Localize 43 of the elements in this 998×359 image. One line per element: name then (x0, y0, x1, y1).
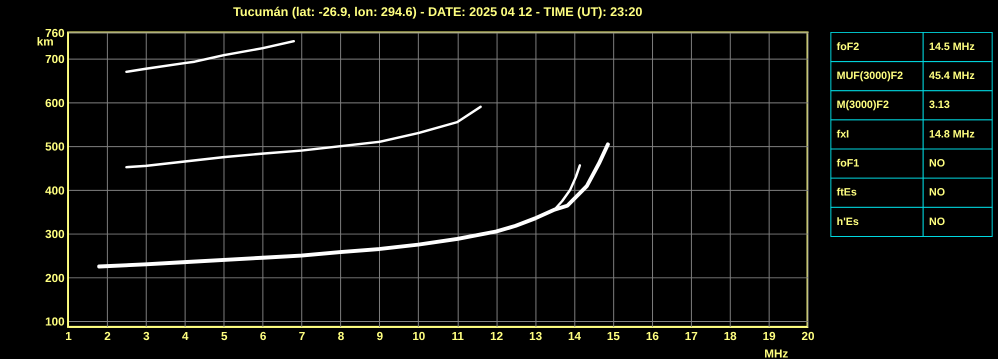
x-tick-label: 9 (376, 330, 384, 343)
text: 14.5 MHz (929, 40, 975, 53)
x-tick-label: 12 (490, 330, 504, 343)
y-tick-label: 600 (45, 96, 65, 110)
x-tick-label: 7 (298, 330, 306, 343)
text: foF2 (836, 40, 860, 53)
y-tick-label: 300 (45, 228, 65, 242)
text: fxI (836, 128, 850, 140)
x-tick-label: 6 (260, 330, 267, 343)
x-tick-label: 13 (529, 330, 543, 343)
text: 3.13 (929, 99, 950, 112)
text: 14.8 MHz (929, 128, 975, 140)
x-tick-label: 3 (143, 330, 150, 343)
x-tick-label: 11 (452, 330, 464, 343)
y-tick-label: 200 (45, 272, 65, 285)
x-tick-label: 20 (802, 330, 815, 343)
x-tick-label: 1 (65, 330, 72, 343)
text: ftEs (836, 186, 857, 199)
x-tick-label: 17 (684, 330, 698, 343)
text: NO (929, 216, 946, 228)
x-tick-label: 16 (646, 330, 660, 343)
chart-title: Tucumán (lat: -26.9, lon: 294.6) - DATE: 2025 04 12 - TIME (UT): 23:20 (233, 4, 642, 19)
x-tick-label: 8 (338, 330, 345, 343)
x-tick-label: 5 (220, 330, 228, 343)
x-tick-label: 10 (412, 330, 426, 343)
x-tick-label: 4 (182, 330, 190, 343)
text: NO (929, 186, 946, 199)
y-tick-label: 500 (45, 140, 65, 154)
x-axis-title: MHz (764, 347, 788, 359)
x-tick-label: 2 (104, 330, 112, 343)
text: foF1 (836, 158, 860, 170)
text: NO (929, 158, 946, 170)
y-tick-label: 400 (45, 184, 65, 198)
x-tick-label: 14 (568, 330, 582, 343)
text: M(3000)F2 (836, 99, 889, 112)
x-tick-label: 18 (724, 330, 738, 343)
y-tick-label: 700 (45, 53, 65, 66)
text: MUF(3000)F2 (836, 70, 904, 82)
y-tick-label: 100 (45, 316, 65, 329)
text: 45.4 MHz (929, 70, 975, 82)
x-tick-label: 19 (762, 330, 776, 343)
x-tick-label: 15 (606, 330, 620, 343)
text: h'Es (836, 216, 859, 228)
